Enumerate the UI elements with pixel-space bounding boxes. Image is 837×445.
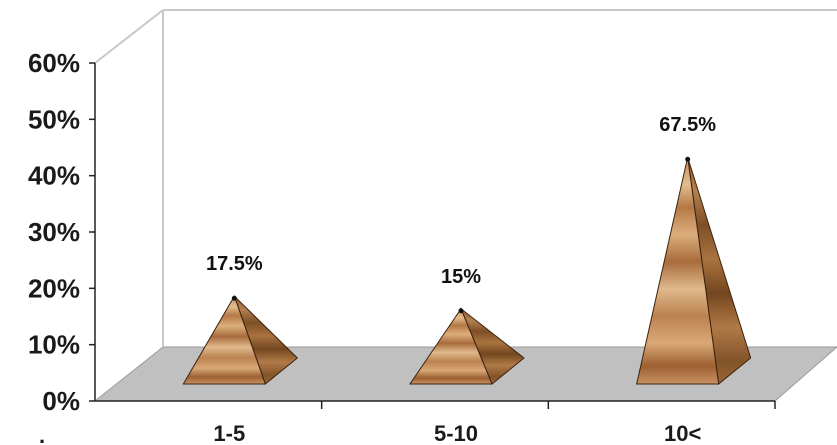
data-label: 17.5%: [206, 253, 263, 275]
y-tick-label: 40%: [28, 161, 80, 191]
x-category-label: 10<: [664, 421, 701, 445]
pyramid-front-face: [182, 295, 267, 385]
y-tick-label: 30%: [28, 217, 80, 247]
data-labels: 17.5% 15% 67.5%: [206, 114, 716, 288]
x-axis-ticks: 1-5 5-10 10<: [213, 401, 776, 445]
y-tick-label: 0%: [42, 386, 80, 416]
pyramid-2: [409, 307, 525, 385]
pyramid-series: [182, 156, 752, 385]
y-tick-label: 50%: [28, 104, 80, 134]
x-category-label: 5-10: [434, 421, 478, 445]
pyramid-front-face: [636, 157, 720, 385]
pyramid-apex: [685, 156, 691, 162]
y-tick-label: 20%: [28, 273, 80, 303]
x-category-label: 1-5: [213, 421, 245, 445]
y-tick-label: 60%: [28, 48, 80, 78]
pyramid-apex: [458, 308, 464, 314]
data-label: 67.5%: [659, 114, 716, 136]
y-tick-label: 10%: [28, 330, 80, 360]
data-label: 15%: [441, 266, 481, 288]
side-wall-top-edge: [94, 9, 164, 64]
pyramid-3: [636, 156, 752, 385]
pyramid-front-face: [409, 307, 493, 385]
stray-axis-mark: .: [39, 423, 45, 445]
pyramid-apex: [231, 295, 237, 301]
y-axis-ticks: 0% 10% 20% 30% 40% 50% 60%: [28, 48, 95, 416]
pyramid-1: [182, 295, 299, 385]
